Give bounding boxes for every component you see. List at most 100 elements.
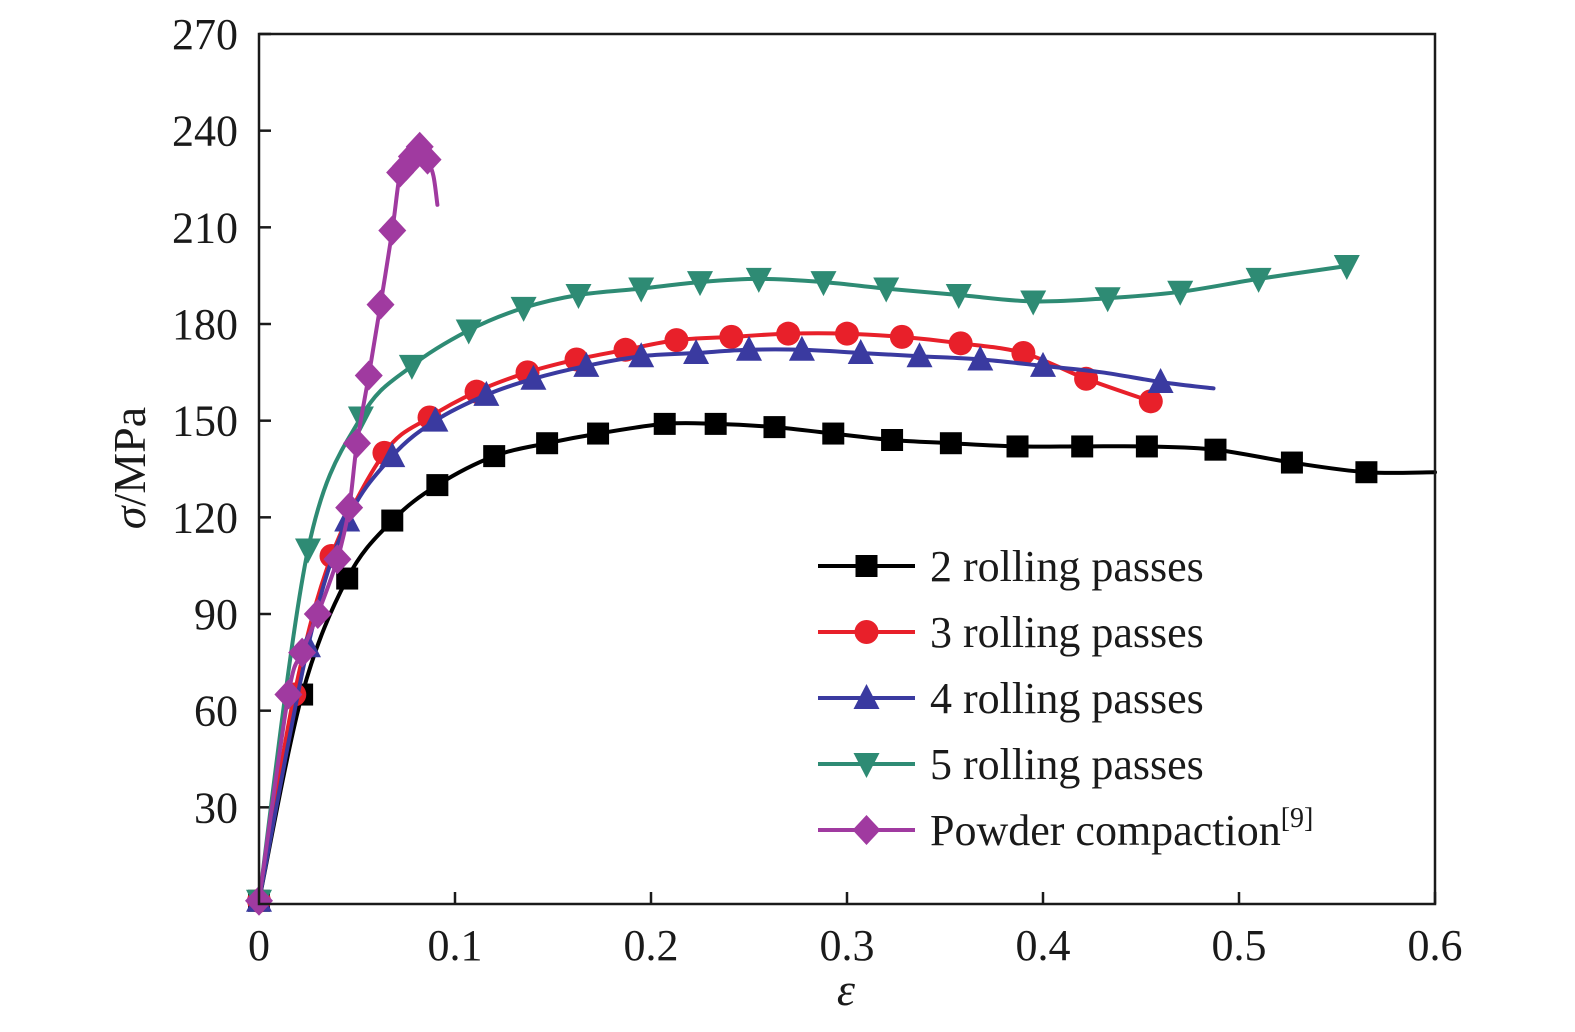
plot-frame (257, 32, 1437, 906)
legend-label-text: Powder compaction (930, 806, 1281, 855)
x-tick-label: 0.6 (1408, 921, 1463, 970)
data-point-marker (483, 445, 506, 468)
legend-marker (855, 555, 878, 577)
data-point-marker (1020, 290, 1047, 316)
data-point-marker (967, 345, 994, 371)
data-point-marker (343, 428, 371, 459)
data-point-marker (536, 432, 559, 455)
axis-ticks (257, 32, 1437, 904)
data-point-marker (398, 354, 425, 380)
legend-marker (853, 684, 880, 709)
data-point-marker (354, 360, 383, 391)
data-point-marker (1333, 255, 1360, 280)
data-point-marker (945, 284, 972, 309)
y-tick-label: 150 (172, 397, 238, 446)
data-point-marker (565, 284, 592, 309)
x-tick-label: 0.4 (1016, 921, 1071, 970)
data-point-marker (573, 351, 600, 377)
legend-item: Powder compaction[9] (818, 803, 1313, 855)
data-point-marker (473, 380, 500, 406)
data-point-marker (847, 339, 874, 364)
legend: 2 rolling passes 3 rolling passes 4 rollin… (818, 542, 1313, 855)
data-point-marker (422, 406, 449, 432)
legend-label-text: 5 rolling passes (930, 740, 1204, 789)
data-point-marker (788, 335, 815, 361)
data-point-marker (1135, 435, 1158, 458)
data-point-marker (763, 416, 786, 439)
data-point-marker (687, 271, 713, 297)
data-point-marker (274, 679, 303, 710)
data-point-marker (288, 637, 317, 668)
legend-item: 3 rolling passes (818, 608, 1204, 657)
x-tick-label: 0.1 (428, 921, 483, 970)
legend-item: 5 rolling passes (818, 740, 1204, 789)
y-tick-label: 210 (172, 203, 238, 252)
data-point-marker (455, 319, 482, 345)
legend-label: 2 rolling passes (930, 542, 1204, 591)
data-point-marker (1138, 389, 1163, 414)
data-point-marker (1011, 341, 1036, 365)
legend-label: Powder compaction[9] (930, 803, 1313, 855)
legend-label-superscript: [9] (1281, 803, 1314, 834)
data-point-marker (587, 422, 610, 445)
data-point-marker (323, 544, 352, 575)
series-line (257, 144, 440, 903)
data-point-marker (379, 442, 406, 468)
data-point-marker (1355, 461, 1378, 484)
x-tick-label: 0.2 (624, 921, 679, 970)
y-axis-title: σ/MPa (104, 407, 155, 529)
data-point-marker (736, 335, 762, 361)
data-point-marker (939, 432, 962, 455)
data-point-marker (889, 324, 914, 349)
legend-item: 2 rolling passes (818, 542, 1204, 591)
data-point-marker (1245, 267, 1272, 293)
y-tick-label: 60 (194, 687, 238, 736)
data-point-marker (520, 364, 547, 390)
legend-marker (853, 753, 880, 778)
data-point-marker (873, 277, 900, 303)
data-point-marker (683, 339, 710, 364)
x-tick-label: 0.3 (820, 921, 875, 970)
data-point-marker (628, 277, 655, 303)
legend-label-text: 3 rolling passes (930, 608, 1204, 657)
data-point-marker (335, 492, 364, 523)
data-point-marker (336, 567, 359, 590)
y-tick-label: 240 (172, 107, 238, 156)
tick-labels: 0 0.1 0.2 0.3 0.4 0.5 0.6 30 60 90 120 150 180 210 240… (172, 10, 1463, 970)
data-point-marker (1030, 351, 1056, 377)
x-tick-label: 0 (248, 921, 270, 970)
data-point-marker (881, 429, 904, 451)
y-axis-title-symbol: σ (104, 504, 155, 529)
data-point-marker (1094, 287, 1121, 313)
y-tick-label: 270 (172, 10, 238, 59)
data-point-marker (303, 599, 332, 629)
legend-label: 4 rolling passes (930, 674, 1204, 723)
data-point-marker (664, 328, 689, 353)
data-point-marker (653, 412, 676, 435)
series-layer (245, 131, 1437, 916)
legend-label: 3 rolling passes (930, 608, 1204, 657)
data-point-marker (1167, 280, 1194, 306)
data-point-marker (510, 296, 537, 322)
y-axis-title-unit: /MPa (104, 407, 155, 507)
y-tick-label: 30 (194, 783, 238, 832)
y-tick-label: 120 (172, 493, 238, 542)
data-point-marker (745, 267, 772, 293)
data-point-marker (628, 342, 655, 368)
data-point-marker (719, 324, 744, 349)
data-point-marker (366, 289, 395, 320)
data-point-marker (381, 509, 404, 532)
legend-label: 5 rolling passes (930, 740, 1204, 789)
svg-text:σ/MPa: σ/MPa (104, 407, 155, 529)
data-point-marker (413, 144, 442, 175)
x-tick-label: 0.5 (1212, 921, 1267, 970)
data-point-marker (1006, 435, 1029, 458)
data-point-marker (810, 271, 837, 297)
data-point-marker (1071, 435, 1094, 458)
data-point-marker (948, 331, 973, 356)
data-point-marker (822, 422, 845, 445)
legend-label-text: 2 rolling passes (930, 542, 1204, 591)
data-point-marker (704, 412, 727, 435)
y-tick-label: 180 (172, 300, 238, 349)
